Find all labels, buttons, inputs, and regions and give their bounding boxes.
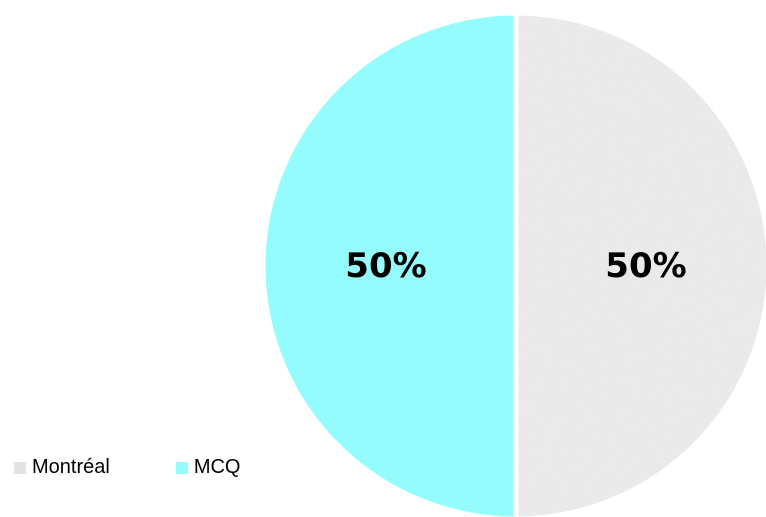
data-label-mcq: 50%	[345, 246, 426, 286]
legend: Montréal MCQ	[14, 456, 240, 479]
legend-label-montreal: Montréal	[32, 456, 110, 478]
legend-label-mcq: MCQ	[193, 456, 241, 478]
pie-slice-texture-montreal	[516, 13, 766, 517]
legend-swatch-mcq	[175, 461, 188, 474]
legend-swatch-montreal	[14, 461, 26, 474]
legend-item-mcq: MCQ	[175, 456, 241, 479]
legend-item-montreal: Montréal	[14, 456, 110, 479]
pie-slice-mcq	[260, 10, 519, 517]
pie-slices	[260, 10, 766, 517]
pie-slice-edge-montreal	[513, 10, 766, 517]
data-label-montreal: 50%	[605, 246, 686, 286]
pie-data-labels: 50% 50%	[345, 246, 686, 286]
